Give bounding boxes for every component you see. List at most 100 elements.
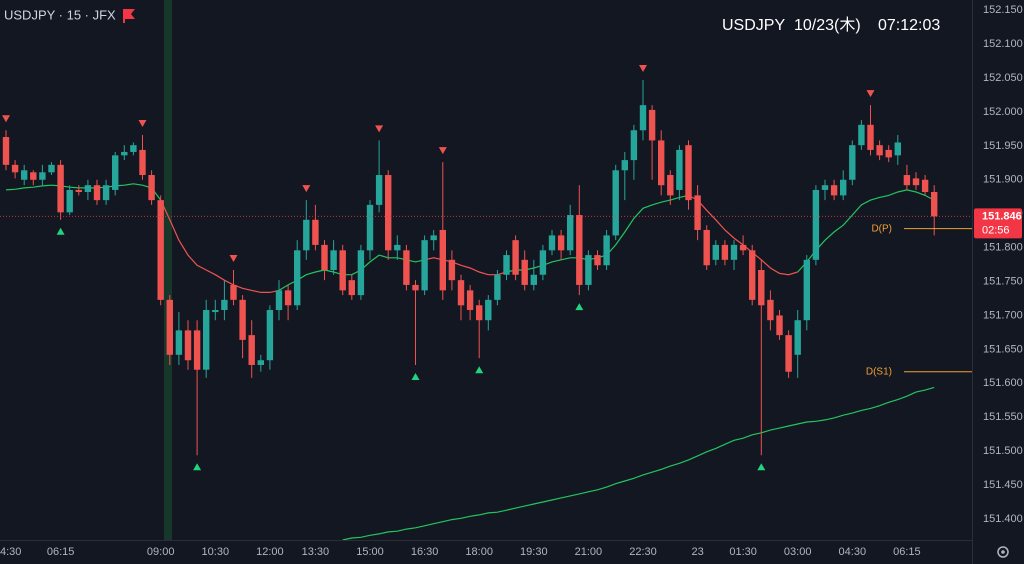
candle-body — [130, 145, 137, 152]
candle-body — [275, 290, 283, 311]
moving-average-line — [5, 183, 935, 291]
candle-body — [230, 284, 237, 300]
fractal-low-marker — [56, 227, 65, 235]
candle-body — [57, 164, 64, 213]
candle-body — [193, 330, 201, 370]
candle-body — [294, 250, 301, 306]
candle-body — [557, 235, 565, 251]
candle-body — [476, 305, 483, 321]
candle-body — [548, 235, 556, 251]
candle-body — [2, 137, 10, 165]
candle-body — [102, 185, 110, 201]
candle-body — [485, 299, 492, 321]
candle-body — [375, 175, 383, 205]
y-tick-label: 152.100 — [983, 38, 1023, 50]
candle-body — [758, 270, 765, 306]
x-tick-label: 06:15 — [47, 546, 75, 558]
candle-body — [221, 299, 228, 311]
candle-body — [648, 109, 656, 141]
y-tick-label: 152.050 — [983, 72, 1023, 84]
x-tick-label: 22:30 — [629, 546, 657, 558]
candle-body — [867, 124, 874, 150]
settings-icon[interactable] — [997, 546, 1009, 558]
candle-body — [503, 255, 510, 275]
y-tick-label: 151.450 — [983, 479, 1023, 491]
fractal-high-marker — [2, 115, 10, 123]
candle-body — [266, 310, 274, 361]
candle-body — [849, 145, 856, 180]
fractal-low-marker — [575, 303, 584, 311]
candle-body — [694, 195, 701, 230]
chart-title: USDJPY · 15 · JFX — [4, 7, 116, 22]
candle-body — [385, 175, 392, 251]
candle-body — [794, 320, 801, 355]
candle-body — [894, 142, 901, 156]
candle-body — [621, 160, 628, 171]
settings-gear-center[interactable] — [1001, 550, 1005, 554]
fractal-high-marker — [438, 147, 447, 155]
x-tick-label: 09:00 — [147, 546, 175, 558]
candle-body — [739, 244, 747, 251]
candle-body — [721, 244, 729, 260]
candle-body — [812, 189, 820, 260]
x-tick-label: 21:00 — [575, 546, 603, 558]
candle-body — [148, 175, 155, 201]
candle-body — [75, 189, 82, 192]
candle-body — [567, 215, 574, 251]
candle-body — [203, 310, 210, 370]
candle-body — [712, 244, 719, 260]
y-tick-label: 151.750 — [983, 275, 1023, 287]
candle-body — [21, 170, 28, 180]
candle-body — [412, 284, 419, 291]
candle-body — [403, 250, 410, 285]
candle-body — [885, 149, 892, 158]
candle-body — [931, 191, 938, 217]
candle-body — [749, 250, 756, 300]
level-label: D(P) — [871, 223, 892, 234]
candle-body — [530, 274, 537, 285]
y-tick-label: 151.700 — [983, 309, 1023, 321]
candle-body — [330, 250, 337, 270]
candle-body — [785, 335, 792, 372]
candle-body — [658, 140, 665, 186]
x-tick-label: 04:30 — [839, 546, 867, 558]
fractal-high-marker — [229, 255, 238, 262]
y-tick-label: 152.000 — [983, 106, 1023, 118]
candle-body — [421, 240, 428, 291]
candle-body — [212, 310, 219, 313]
y-tick-label: 151.650 — [983, 343, 1023, 355]
candle-body — [239, 299, 246, 340]
candle-body — [921, 179, 929, 192]
candle-body — [30, 172, 37, 180]
candle-body — [112, 155, 119, 190]
candle-body — [321, 244, 328, 270]
y-tick-label: 152.150 — [983, 4, 1023, 16]
candle-body — [139, 149, 146, 176]
candle-body — [394, 244, 401, 251]
candle-body — [357, 250, 365, 296]
y-tick-label: 151.800 — [983, 242, 1023, 254]
candle-body — [157, 200, 164, 300]
time: 07:12:03 — [878, 17, 940, 34]
x-tick-label: 15:00 — [356, 546, 384, 558]
candle-body — [903, 175, 911, 186]
settings-gear[interactable] — [997, 546, 1009, 558]
flag-icon[interactable] — [123, 9, 135, 23]
candle-body — [521, 259, 528, 285]
candle-body — [667, 175, 674, 196]
candle-body — [457, 280, 465, 306]
last-price-label: 151.846 — [982, 210, 1022, 222]
session-band — [164, 0, 172, 540]
countdown-label: 02:56 — [982, 224, 1010, 236]
candle-body — [539, 250, 547, 275]
fractal-low-marker — [411, 372, 420, 380]
fractal-high-marker — [302, 185, 311, 193]
candle-body — [612, 170, 619, 236]
y-tick-label: 151.500 — [983, 445, 1023, 457]
y-tick-label: 151.950 — [983, 140, 1023, 152]
fractal-low-marker — [757, 463, 766, 471]
candle-body — [603, 235, 610, 266]
axes: 151.400 151.450 151.500 151.550 151.600 151.6… — [0, 4, 1023, 558]
